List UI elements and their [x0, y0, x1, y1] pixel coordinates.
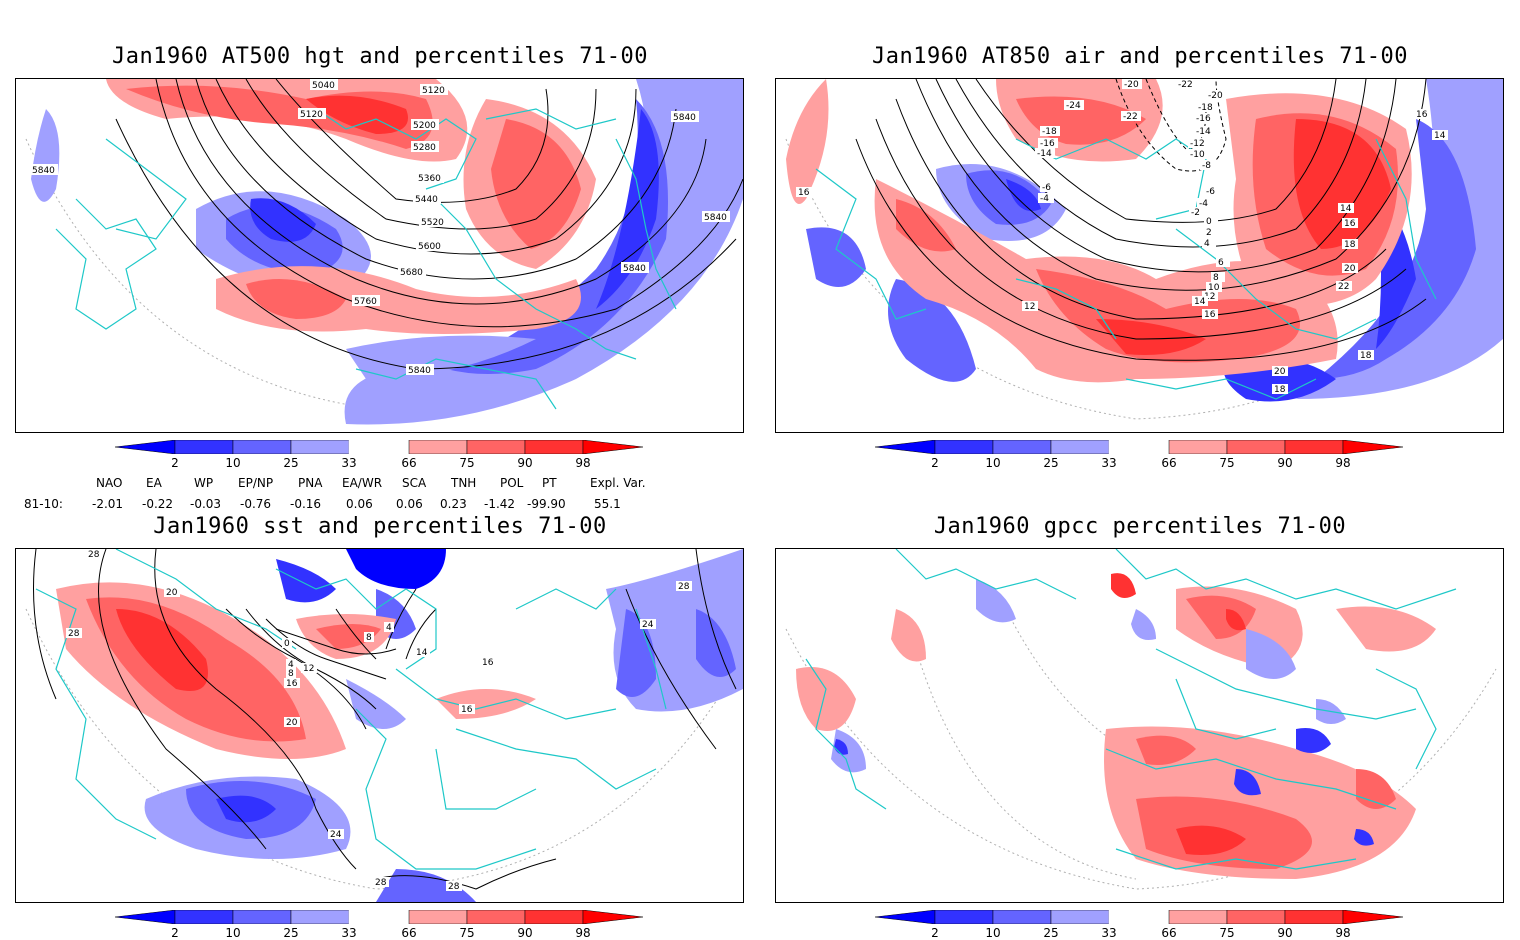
- colorbar-tick: 33: [341, 926, 357, 940]
- index-value-nao: -2.01: [92, 497, 124, 511]
- map-air: -20 -22 -24 -20 -18 -16 -18 -16 -14 -22 …: [775, 78, 1504, 433]
- colorbar-tick: 25: [1043, 926, 1059, 940]
- index-value-pna: -0.16: [290, 497, 322, 511]
- colorbar-tick: 2: [931, 926, 939, 940]
- panel-title-sst: Jan1960 sst and percentiles 71-00: [153, 514, 607, 539]
- colorbar-3-swatches: [115, 910, 644, 924]
- index-header-nao: NAO: [96, 476, 123, 490]
- index-value-eawr: 0.06: [346, 497, 373, 511]
- colorbar-tick: 33: [1101, 926, 1117, 940]
- colorbar-tick: 10: [225, 926, 241, 940]
- colorbar-tick: 98: [1335, 926, 1351, 940]
- colorbar-tick: 10: [985, 456, 1001, 470]
- index-header-pol: POL: [500, 476, 524, 490]
- map-hgt: 5040 5120 5120 5200 5280 5360 5440 5520 …: [15, 78, 744, 433]
- index-value-explvar: 55.1: [594, 497, 621, 511]
- colorbar-2: 2 10 25 33 66 75 90 98: [875, 440, 1405, 470]
- colorbar-tick: 2: [931, 456, 939, 470]
- colorbar-4: 2 10 25 33 66 75 90 98: [875, 910, 1405, 940]
- colorbar-tick: 2: [171, 926, 179, 940]
- colorbar-tick: 66: [1161, 456, 1177, 470]
- panel-title-gpcc: Jan1960 gpcc percentiles 71-00: [933, 514, 1347, 539]
- colorbar-tick: 90: [517, 926, 533, 940]
- colorbar-tick: 25: [283, 456, 299, 470]
- colorbar-tick: 66: [1161, 926, 1177, 940]
- colorbar-tick: 75: [459, 456, 475, 470]
- map-sst: 28 20 28 0 4 8 12 16 20 24 28 28 24 28 8…: [15, 548, 744, 903]
- colorbar-3: 2 10 25 33 66 75 90 98: [115, 910, 645, 940]
- colorbar-1: 2 10 25 33 66 75 90 98: [115, 440, 645, 470]
- map-hgt-graphic: [16, 79, 743, 432]
- index-value-ea: -0.22: [142, 497, 174, 511]
- panel-title-air: Jan1960 AT850 air and percentiles 71-00: [871, 44, 1409, 69]
- colorbar-tick: 75: [1219, 926, 1235, 940]
- index-header-sca: SCA: [402, 476, 427, 490]
- colorbar-tick: 90: [517, 456, 533, 470]
- map-sst-graphic: [16, 549, 743, 902]
- colorbar-tick: 33: [341, 456, 357, 470]
- colorbar-tick: 98: [1335, 456, 1351, 470]
- colorbar-tick: 98: [575, 926, 591, 940]
- colorbar-tick: 66: [401, 926, 417, 940]
- teleconnection-indices: NAO EA WP EP/NP PNA EA/WR SCA TNH POL PT…: [0, 476, 760, 516]
- colorbar-2-swatches: [875, 440, 1404, 454]
- index-header-pt: PT: [542, 476, 557, 490]
- colorbar-tick: 10: [985, 926, 1001, 940]
- colorbar-tick: 66: [401, 456, 417, 470]
- index-value-pol: -1.42: [484, 497, 516, 511]
- colorbar-tick: 33: [1101, 456, 1117, 470]
- index-header-pna: PNA: [298, 476, 323, 490]
- index-value-tnh: 0.23: [440, 497, 467, 511]
- map-air-graphic: [776, 79, 1503, 432]
- index-header-tnh: TNH: [451, 476, 477, 490]
- colorbar-1-swatches: [115, 440, 644, 454]
- index-header-wp: WP: [194, 476, 214, 490]
- colorbar-tick: 98: [575, 456, 591, 470]
- colorbar-tick: 25: [283, 926, 299, 940]
- index-value-epnp: -0.76: [240, 497, 272, 511]
- panel-title-hgt: Jan1960 AT500 hgt and percentiles 71-00: [111, 44, 649, 69]
- index-header-eawr: EA/WR: [342, 476, 383, 490]
- index-header-explvar: Expl. Var.: [590, 476, 646, 490]
- index-header-ea: EA: [146, 476, 162, 490]
- map-gpcc-graphic: [776, 549, 1503, 902]
- colorbar-tick: 90: [1277, 926, 1293, 940]
- colorbar-tick: 75: [459, 926, 475, 940]
- colorbar-tick: 10: [225, 456, 241, 470]
- index-header-epnp: EP/NP: [238, 476, 274, 490]
- index-value-sca: 0.06: [396, 497, 423, 511]
- colorbar-tick: 75: [1219, 456, 1235, 470]
- colorbar-4-swatches: [875, 910, 1404, 924]
- index-row-label: 81-10:: [24, 497, 63, 511]
- map-gpcc: [775, 548, 1504, 903]
- index-value-wp: -0.03: [190, 497, 222, 511]
- colorbar-tick: 2: [171, 456, 179, 470]
- colorbar-tick: 25: [1043, 456, 1059, 470]
- colorbar-tick: 90: [1277, 456, 1293, 470]
- index-value-pt: -99.90: [527, 497, 566, 511]
